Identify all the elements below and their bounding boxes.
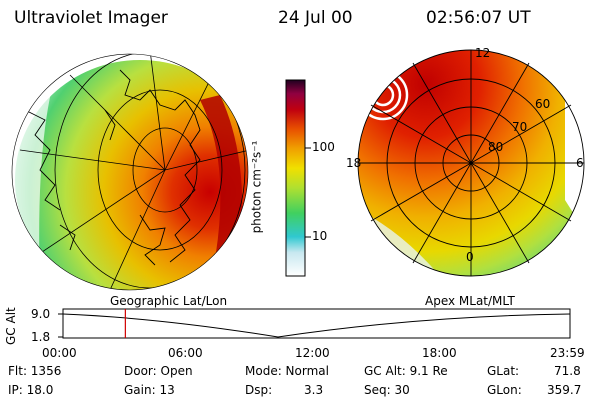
timeline-y-bottom: 1.8 [31,330,51,344]
time-label: 02:56:07 UT [426,8,531,28]
timeline-tick-2: 12:00 [295,346,330,360]
date-label: 24 Jul 00 [278,8,353,28]
glat-value: 71.8 [554,364,581,378]
mode-value: Mode: Normal [245,364,329,378]
colorbar-unit-label: photon cm⁻²s⁻¹ [249,140,264,234]
ip-value: IP: 18.0 [8,383,54,397]
mlat-60-label: 60 [535,97,551,111]
mlat-70-label: 70 [512,120,528,134]
dsp-value: 3.3 [304,383,324,397]
apex-map [357,49,585,277]
timeline-tick-4: 23:59 [550,346,585,360]
door-status: Door: Open [124,364,193,378]
mlt-6-label: 6 [576,156,584,170]
timeline-tick-3: 18:00 [422,346,457,360]
apex-caption: Apex MLat/MLT [425,294,515,308]
glon-label: GLon: [487,383,522,397]
colorbar-tick-10: 10 [312,229,328,243]
gc-alt-value: GC Alt: 9.1 Re [364,364,448,378]
timeline-tick-1: 06:00 [168,346,203,360]
mlt-18-label: 18 [346,156,362,170]
colorbar [285,79,311,277]
geographic-caption: Geographic Lat/Lon [110,294,228,308]
mlt-0-label: 0 [466,250,474,264]
glon-value: 359.7 [547,383,582,397]
timeline-tick-0: 00:00 [42,346,77,360]
geographic-map [11,53,249,291]
timeline-ylabel: GC Alt [4,307,18,345]
mlt-12-label: 12 [475,46,491,60]
app-title: Ultraviolet Imager [14,8,168,28]
seq-value: Seq: 30 [364,383,410,397]
dsp-label: Dsp: [245,383,273,397]
altitude-timeline [58,308,571,339]
timeline-y-top: 9.0 [31,307,51,321]
flight-number: Flt: 1356 [8,364,62,378]
gain-value: Gain: 13 [124,383,175,397]
mlat-80-label: 80 [488,140,504,154]
colorbar-tick-100: 100 [312,140,335,154]
glat-label: GLat: [487,364,520,378]
